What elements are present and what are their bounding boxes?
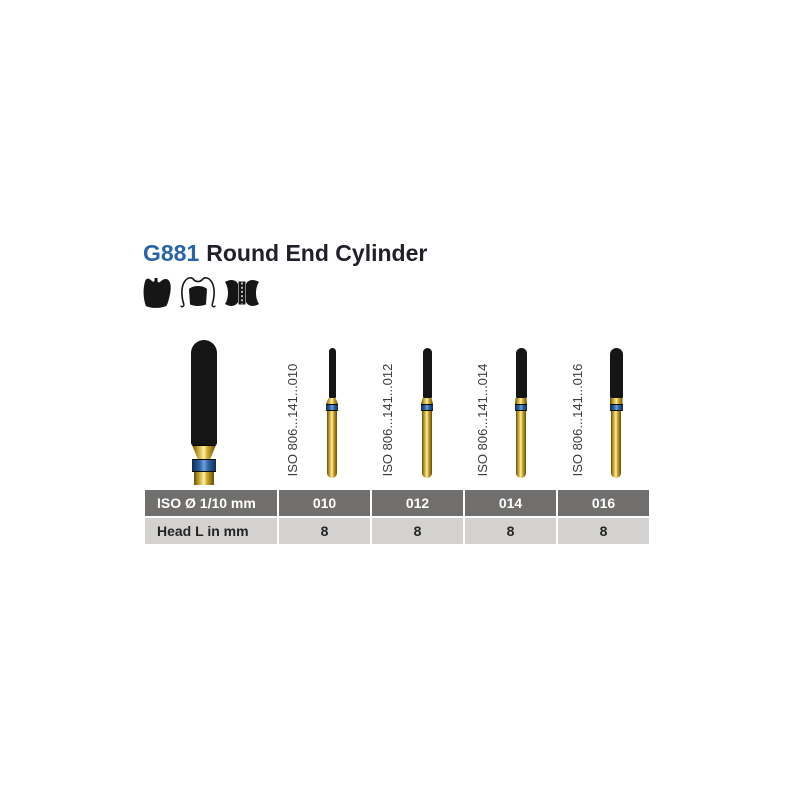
interproximal-reduction-icon xyxy=(222,278,262,308)
row-header-head-length: Head L in mm xyxy=(145,518,277,544)
bur-head xyxy=(515,348,527,398)
bur-head xyxy=(422,348,432,398)
row-header-iso-diameter: ISO Ø 1/10 mm xyxy=(145,490,277,516)
bur-neck xyxy=(326,398,338,404)
bur-neck xyxy=(610,398,623,404)
bur-color-band xyxy=(515,404,527,411)
bur-color-band xyxy=(326,404,338,411)
bur-head xyxy=(191,340,217,445)
cavity-preparation-icon xyxy=(180,276,216,308)
bur-neck xyxy=(192,445,216,459)
iso-diameter-010: 010 xyxy=(279,490,370,516)
head-length-010: 8 xyxy=(279,518,370,544)
bur-shank xyxy=(516,411,526,478)
head-length-012: 8 xyxy=(372,518,463,544)
bur-head xyxy=(328,348,336,398)
product-name: Round End Cylinder xyxy=(206,240,428,266)
iso-label-010: ISO 806...141...010 xyxy=(285,363,300,477)
iso-label-014: ISO 806...141...014 xyxy=(475,363,490,477)
indication-icons xyxy=(141,276,262,308)
table-row-head-length: Head L in mm 8 8 8 8 xyxy=(145,518,649,544)
crown-preparation-icon xyxy=(141,277,174,308)
bur-shank xyxy=(327,411,337,478)
bur-color-band xyxy=(421,404,433,411)
iso-label-012: ISO 806...141...012 xyxy=(380,363,395,477)
spec-table: ISO Ø 1/10 mm 010 012 014 016 Head L in … xyxy=(145,490,649,546)
bur-head xyxy=(609,348,623,398)
iso-diameter-014: 014 xyxy=(465,490,556,516)
product-code: G881 xyxy=(143,240,200,266)
bur-neck xyxy=(515,398,527,404)
bur-color-band xyxy=(609,404,623,411)
bur-neck xyxy=(421,398,433,404)
iso-diameter-012: 012 xyxy=(372,490,463,516)
bur-shank xyxy=(611,411,621,478)
iso-label-016: ISO 806...141...016 xyxy=(570,363,585,477)
iso-diameter-016: 016 xyxy=(558,490,649,516)
page-title: G881 Round End Cylinder xyxy=(143,240,427,267)
head-length-014: 8 xyxy=(465,518,556,544)
bur-shank xyxy=(422,411,432,478)
bur-color-band xyxy=(192,459,216,472)
bur-shank xyxy=(194,472,214,485)
table-row-iso-diameter: ISO Ø 1/10 mm 010 012 014 016 xyxy=(145,490,649,516)
head-length-016: 8 xyxy=(558,518,649,544)
